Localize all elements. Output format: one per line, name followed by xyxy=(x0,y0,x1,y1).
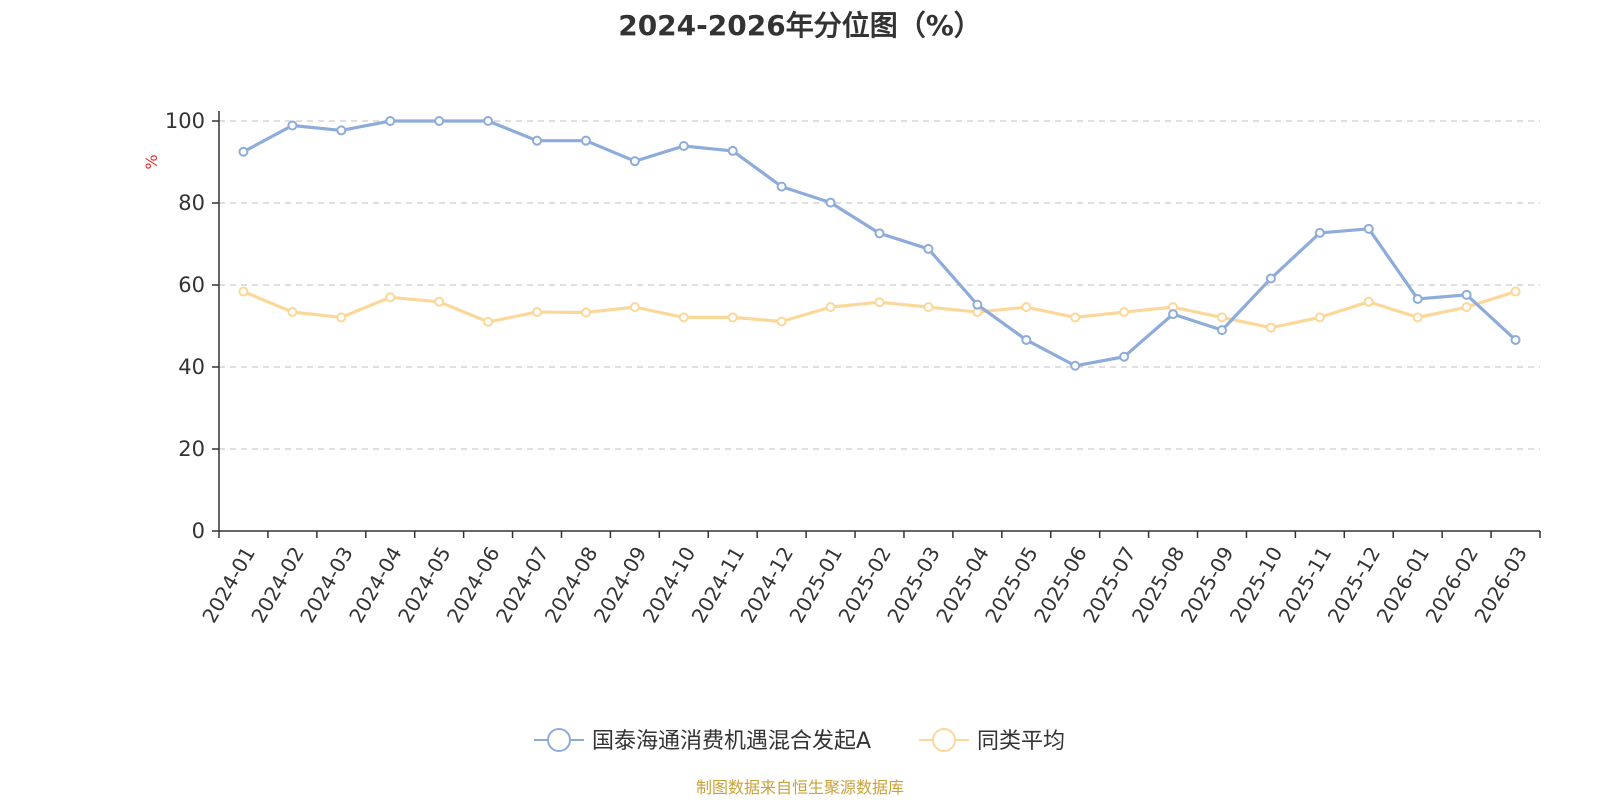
legend-item[interactable]: 国泰海通消费机遇混合发起A xyxy=(534,728,871,754)
y-tick-label: 60 xyxy=(178,273,205,297)
data-point xyxy=(287,120,298,131)
y-tick-label: 40 xyxy=(178,355,205,379)
data-point xyxy=(1363,223,1374,234)
legend: 国泰海通消费机遇混合发起A 同类平均 xyxy=(534,728,1065,754)
data-point xyxy=(1363,296,1374,307)
data-point xyxy=(1510,334,1521,345)
data-point xyxy=(483,116,494,126)
data-point xyxy=(776,316,787,327)
data-point xyxy=(1461,302,1472,313)
y-tick-label: 80 xyxy=(178,191,205,215)
data-source-note: 制图数据来自恒生聚源数据库 xyxy=(695,778,904,797)
data-point xyxy=(1021,334,1032,345)
data-point xyxy=(336,312,347,323)
data-point xyxy=(678,141,689,152)
data-point xyxy=(874,297,885,308)
chart-title: 2024-2026年分位图（%） xyxy=(618,9,982,42)
axes xyxy=(212,111,1541,538)
legend-item[interactable]: 同类平均 xyxy=(919,728,1065,754)
legend-marker xyxy=(547,728,571,752)
data-point xyxy=(1070,312,1081,323)
data-point xyxy=(287,307,298,318)
data-point xyxy=(1021,302,1032,313)
x-tick-labels: 2024-012024-022024-032024-042024-052024-… xyxy=(197,542,1532,626)
data-point xyxy=(483,316,494,327)
data-point xyxy=(1265,273,1276,284)
data-point xyxy=(629,156,640,167)
data-point xyxy=(727,312,738,323)
legend-marker xyxy=(932,728,956,752)
y-tick-label: 20 xyxy=(178,437,205,461)
legend-label: 同类平均 xyxy=(977,729,1065,754)
y-tick-label: 100 xyxy=(165,109,205,133)
data-point xyxy=(238,146,249,157)
series-line xyxy=(242,119,1517,368)
data-point xyxy=(825,197,836,208)
data-point xyxy=(1461,289,1472,300)
data-point xyxy=(1314,312,1325,323)
data-point xyxy=(1216,312,1227,323)
data-point xyxy=(385,116,396,126)
data-point xyxy=(1412,293,1423,304)
grid-lines xyxy=(219,120,1540,450)
data-point xyxy=(385,292,396,303)
data-point xyxy=(1510,286,1521,297)
data-point xyxy=(1412,312,1423,323)
data-point xyxy=(972,299,983,310)
data-point xyxy=(580,307,591,318)
data-point xyxy=(923,243,934,254)
y-tick-labels: 0 20 40 60 80 100 xyxy=(165,109,205,543)
y-tick-label: 0 xyxy=(192,519,205,543)
data-point xyxy=(580,135,591,146)
data-point xyxy=(678,312,689,323)
data-point xyxy=(776,181,787,192)
data-point xyxy=(1119,351,1130,362)
data-point xyxy=(1265,322,1276,333)
data-point xyxy=(1314,227,1325,238)
data-point xyxy=(1216,325,1227,336)
data-point xyxy=(923,302,934,313)
data-point xyxy=(532,307,543,318)
data-point xyxy=(434,296,445,307)
data-point xyxy=(532,135,543,146)
data-point xyxy=(874,228,885,239)
data-point xyxy=(1070,360,1081,371)
data-point xyxy=(727,145,738,156)
data-point xyxy=(825,302,836,313)
data-point xyxy=(629,302,640,313)
data-point xyxy=(434,116,445,126)
y-axis-label: % xyxy=(142,154,161,169)
data-point xyxy=(336,125,347,136)
series-group xyxy=(238,116,1521,371)
data-point xyxy=(1168,309,1179,320)
series-line xyxy=(242,290,1517,330)
data-point xyxy=(238,286,249,297)
legend-label: 国泰海通消费机遇混合发起A xyxy=(592,729,871,754)
data-point xyxy=(1119,307,1130,318)
